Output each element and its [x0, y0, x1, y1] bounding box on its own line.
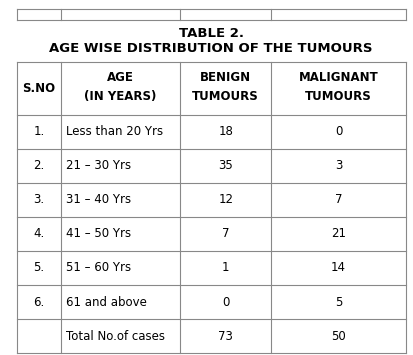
- Text: BENIGN: BENIGN: [200, 71, 251, 84]
- Text: Total No.of cases: Total No.of cases: [66, 330, 165, 343]
- Text: 3.: 3.: [33, 193, 44, 206]
- Text: 21 – 30 Yrs: 21 – 30 Yrs: [66, 159, 131, 172]
- Text: (IN YEARS): (IN YEARS): [84, 89, 157, 103]
- Text: S.NO: S.NO: [22, 82, 55, 95]
- Text: 1.: 1.: [33, 125, 45, 138]
- Text: MALIGNANT: MALIGNANT: [298, 71, 377, 84]
- Text: 12: 12: [218, 193, 233, 206]
- Text: 5: 5: [334, 296, 342, 308]
- Text: 7: 7: [221, 227, 229, 240]
- Text: 18: 18: [218, 125, 233, 138]
- Text: 50: 50: [330, 330, 345, 343]
- Text: 7: 7: [334, 193, 342, 206]
- Text: 61 and above: 61 and above: [66, 296, 147, 308]
- Text: 73: 73: [218, 330, 233, 343]
- Text: 2.: 2.: [33, 159, 45, 172]
- Text: 1: 1: [221, 262, 229, 274]
- Text: 0: 0: [221, 296, 229, 308]
- Text: 51 – 60 Yrs: 51 – 60 Yrs: [66, 262, 131, 274]
- Text: 31 – 40 Yrs: 31 – 40 Yrs: [66, 193, 131, 206]
- Text: TABLE 2.: TABLE 2.: [178, 27, 243, 40]
- Text: 35: 35: [218, 159, 233, 172]
- Text: 14: 14: [330, 262, 345, 274]
- Text: AGE: AGE: [107, 71, 134, 84]
- Text: 6.: 6.: [33, 296, 45, 308]
- Text: TUMOURS: TUMOURS: [192, 89, 259, 103]
- Text: 5.: 5.: [33, 262, 44, 274]
- Text: 41 – 50 Yrs: 41 – 50 Yrs: [66, 227, 131, 240]
- Text: 0: 0: [334, 125, 342, 138]
- Text: 3: 3: [334, 159, 342, 172]
- Text: AGE WISE DISTRIBUTION OF THE TUMOURS: AGE WISE DISTRIBUTION OF THE TUMOURS: [49, 43, 372, 55]
- Text: TUMOURS: TUMOURS: [304, 89, 371, 103]
- Text: 21: 21: [330, 227, 345, 240]
- Text: 4.: 4.: [33, 227, 45, 240]
- Text: Less than 20 Yrs: Less than 20 Yrs: [66, 125, 163, 138]
